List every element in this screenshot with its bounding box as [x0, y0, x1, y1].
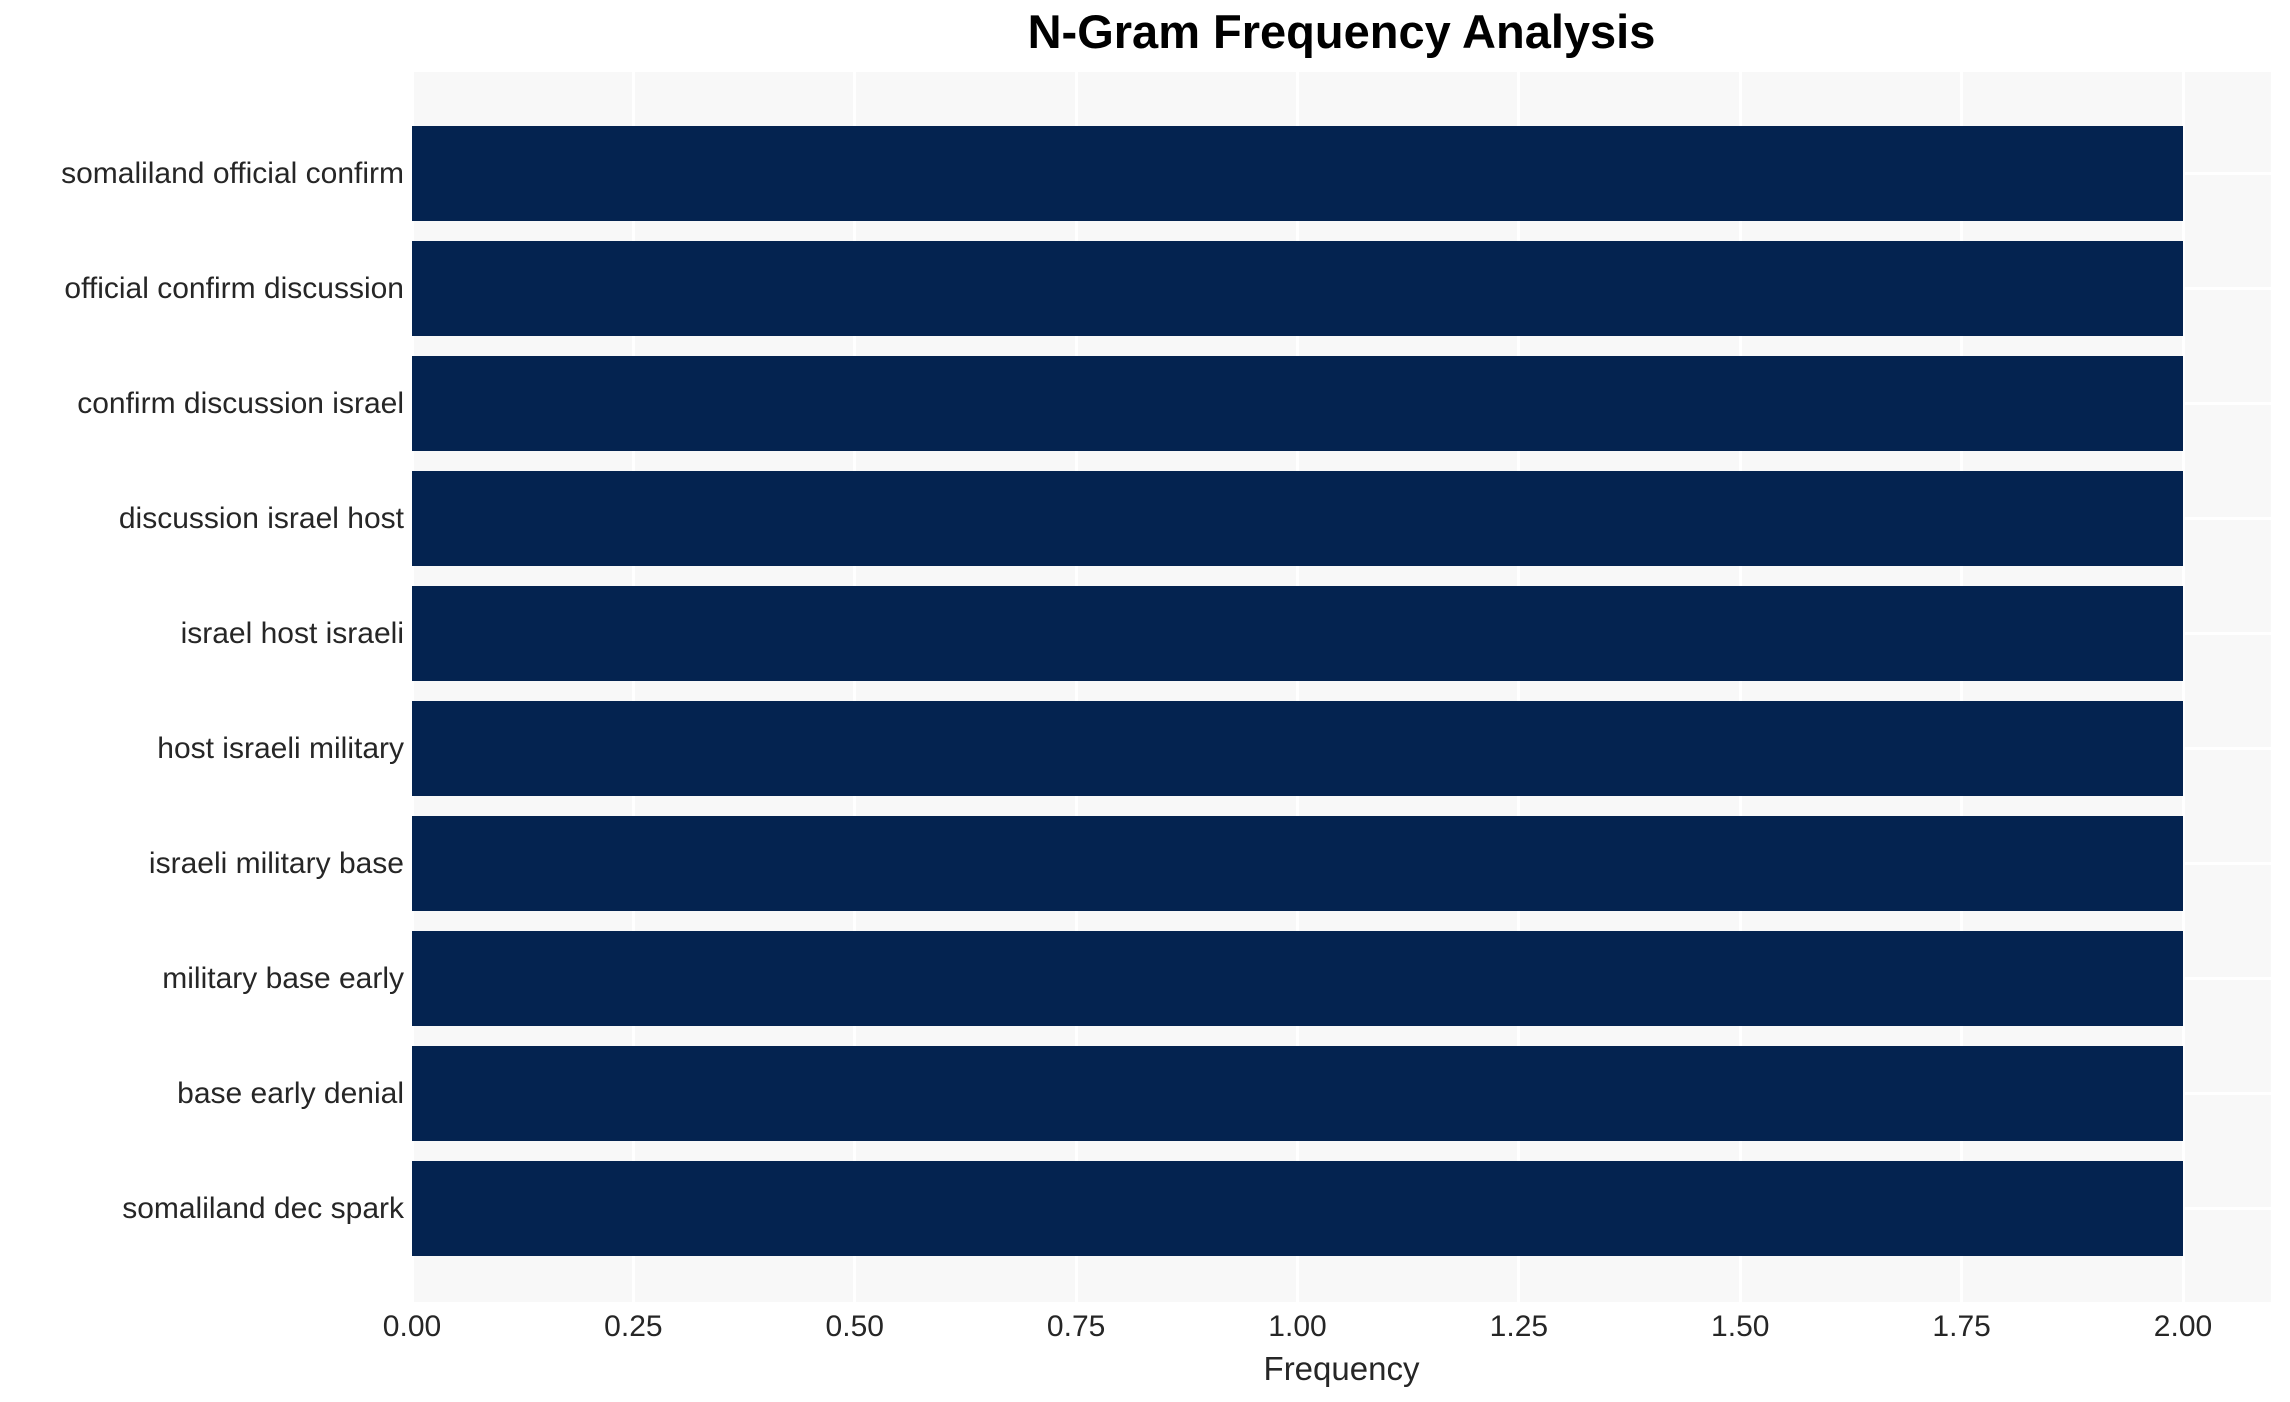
y-tick-label: military base early	[162, 961, 404, 995]
y-tick-label: somaliland official confirm	[61, 156, 404, 190]
x-gridline	[1960, 72, 1964, 1302]
y-tick-label: confirm discussion israel	[77, 386, 404, 420]
y-tick-label: official confirm discussion	[64, 271, 404, 305]
bar	[412, 586, 2183, 681]
x-tick-label: 2.00	[2153, 1310, 2213, 1343]
y-tick-label: base early denial	[177, 1076, 404, 1110]
bar	[412, 471, 2183, 566]
y-tick-label: israeli military base	[148, 846, 404, 880]
x-gridline	[1296, 72, 1299, 1302]
x-tick-label: 1.75	[1932, 1310, 1991, 1343]
bar	[412, 701, 2183, 796]
y-tick-label: somaliland dec spark	[122, 1191, 404, 1225]
x-tick-label: 1.50	[1711, 1310, 1770, 1343]
x-tick-label: 0.75	[1046, 1310, 1106, 1343]
x-gridline	[410, 72, 414, 1302]
x-gridline	[2181, 72, 2185, 1302]
x-gridline	[1074, 72, 1078, 1302]
y-tick-label: discussion israel host	[118, 501, 404, 535]
x-gridline	[1517, 72, 1521, 1302]
bar	[412, 931, 2183, 1026]
bar	[412, 1161, 2183, 1256]
bar	[412, 1046, 2183, 1141]
x-tick-label: 1.00	[1268, 1310, 1327, 1343]
x-gridline	[853, 72, 857, 1302]
x-tick-label: 1.25	[1489, 1310, 1549, 1343]
bar	[412, 356, 2183, 451]
x-tick-label: 0.50	[825, 1310, 884, 1343]
x-axis-title: Frequency	[1263, 1350, 1420, 1387]
bar	[412, 816, 2183, 911]
x-tick-label: 0.00	[382, 1310, 442, 1343]
bar	[412, 241, 2183, 336]
y-tick-label: israel host israeli	[180, 616, 404, 650]
bar	[412, 126, 2183, 221]
x-gridline	[1738, 72, 1742, 1302]
chart-title: N-Gram Frequency Analysis	[1027, 5, 1656, 58]
x-tick-label: 0.25	[604, 1310, 663, 1343]
y-tick-label: host israeli military	[157, 731, 404, 765]
plot-area	[410, 72, 2271, 1302]
x-gridline	[631, 72, 635, 1302]
